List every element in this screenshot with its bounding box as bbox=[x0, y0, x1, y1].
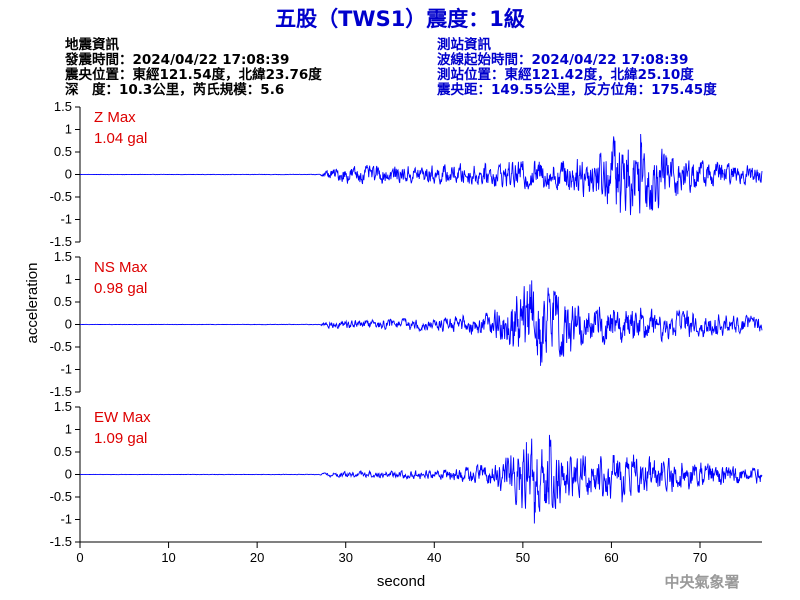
station-wave-start: 波線起始時間：2024/04/22 17:08:39 bbox=[437, 51, 688, 68]
y-tick-label: -0.5 bbox=[50, 339, 72, 354]
y-tick-label: -0.5 bbox=[50, 489, 72, 504]
series-max-value: 1.04 gal bbox=[94, 130, 147, 147]
y-tick-label: 0 bbox=[65, 467, 72, 482]
event-info-heading: 地震資訊 bbox=[65, 36, 119, 53]
x-tick-label: 70 bbox=[693, 550, 707, 565]
event-origin-time: 發震時間：2024/04/22 17:08:39 bbox=[64, 51, 289, 68]
y-tick-label: -1.5 bbox=[50, 384, 72, 399]
trace-line-ns bbox=[79, 280, 763, 366]
chart-title: 五股（TWS1）震度：1級 bbox=[275, 7, 525, 31]
x-tick-label: 0 bbox=[76, 550, 83, 565]
trace-panel-1: 1.5 1 0.5 0 -0.5 -1 -1.5 Z Max 1.04 gal bbox=[50, 99, 763, 249]
trace-panels: 1.5 1 0.5 0 -0.5 -1 -1.5 Z Max 1.04 gal 1.5 1 0.5 0 -… bbox=[50, 99, 763, 549]
y-axis-label: acceleration bbox=[24, 263, 41, 344]
agency-watermark: 中央氣象署 bbox=[664, 573, 739, 591]
y-tick-label: -1.5 bbox=[50, 534, 72, 549]
y-tick-label: 0 bbox=[65, 317, 72, 332]
x-tick-label: 10 bbox=[161, 550, 175, 565]
y-tick-label: 0.5 bbox=[54, 144, 72, 159]
y-tick-label: 1 bbox=[65, 422, 72, 437]
series-max-value: 1.09 gal bbox=[94, 430, 147, 447]
x-tick-label: 20 bbox=[250, 550, 264, 565]
x-axis: 0 10 20 30 40 50 60 70 bbox=[76, 541, 762, 565]
event-epicenter: 震央位置：東經121.54度，北緯23.76度 bbox=[64, 66, 322, 83]
trace-panel-2: 1.5 1 0.5 0 -0.5 -1 -1.5 NS Max 0.98 gal bbox=[50, 249, 763, 399]
station-info-heading: 測站資訊 bbox=[437, 36, 491, 53]
y-tick-label: -1 bbox=[60, 512, 72, 527]
x-tick-label: 50 bbox=[516, 550, 530, 565]
series-max-value: 0.98 gal bbox=[94, 280, 147, 297]
y-tick-label: -1 bbox=[60, 212, 72, 227]
x-tick-label: 60 bbox=[604, 550, 618, 565]
y-tick-label: 1.5 bbox=[54, 249, 72, 264]
y-tick-label: 1 bbox=[65, 272, 72, 287]
event-depth-magnitude: 深 度：10.3公里，芮氏規模：5.6 bbox=[65, 81, 284, 98]
trace-panel-3: 1.5 1 0.5 0 -0.5 -1 -1.5 EW Max 1.09 gal bbox=[50, 399, 763, 549]
station-info-block: 測站資訊 波線起始時間：2024/04/22 17:08:39 測站位置：東經1… bbox=[436, 36, 717, 98]
y-tick-label: 1 bbox=[65, 122, 72, 137]
trace-line-ew bbox=[79, 434, 763, 524]
y-tick-label: 0.5 bbox=[54, 444, 72, 459]
station-distance: 震央距：149.55公里，反方位角：175.45度 bbox=[436, 81, 717, 98]
y-tick-label: 1.5 bbox=[54, 99, 72, 114]
x-tick-label: 40 bbox=[427, 550, 441, 565]
event-info-block: 地震資訊 發震時間：2024/04/22 17:08:39 震央位置：東經121… bbox=[64, 36, 322, 98]
y-tick-label: 0.5 bbox=[54, 294, 72, 309]
trace-line-z bbox=[79, 133, 763, 216]
series-name-label: EW Max bbox=[94, 409, 151, 426]
y-tick-label: 1.5 bbox=[54, 399, 72, 414]
x-tick-label: 30 bbox=[338, 550, 352, 565]
y-tick-label: 0 bbox=[65, 167, 72, 182]
y-tick-label: -1.5 bbox=[50, 234, 72, 249]
y-tick-label: -1 bbox=[60, 362, 72, 377]
station-location: 測站位置：東經121.42度，北緯25.10度 bbox=[437, 66, 694, 83]
y-tick-label: -0.5 bbox=[50, 189, 72, 204]
x-axis-label: second bbox=[377, 573, 425, 590]
series-name-label: NS Max bbox=[94, 259, 148, 276]
series-name-label: Z Max bbox=[94, 109, 136, 126]
